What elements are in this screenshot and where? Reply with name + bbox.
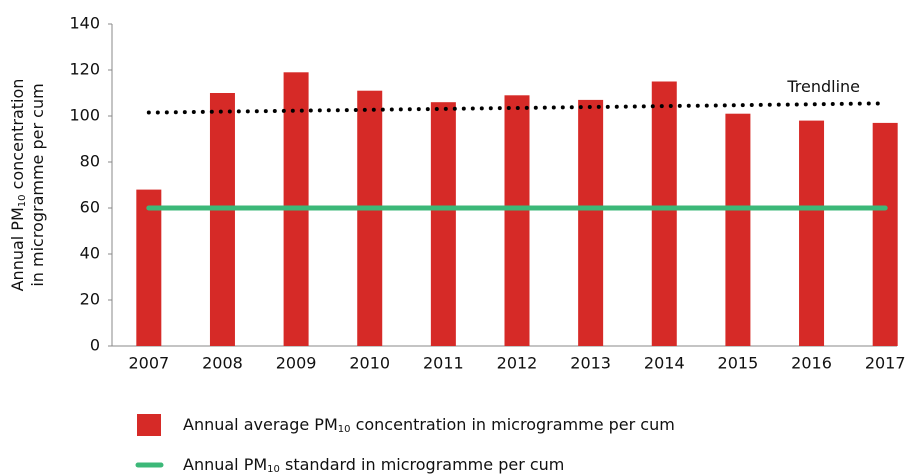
- x-tick-label: 2015: [718, 354, 759, 373]
- legend-swatch: [137, 414, 161, 436]
- bar: [872, 122, 898, 347]
- bar: [651, 81, 677, 346]
- bar: [209, 93, 235, 346]
- trendline-label: Trendline: [786, 77, 860, 96]
- y-tick-label: 60: [80, 198, 100, 217]
- subscript: 10: [338, 424, 351, 435]
- y-tick-label: 140: [69, 14, 100, 33]
- text-part: standard in microgramme per cum: [280, 455, 564, 474]
- y-axis-label: Annual PM10 concentration: [8, 79, 29, 292]
- x-tick-label: 2010: [349, 354, 390, 373]
- legend-label: Annual average PM10 concentration in mic…: [183, 415, 675, 436]
- bar: [578, 99, 604, 347]
- x-tick-label: 2014: [644, 354, 685, 373]
- text-part: Annual PM: [183, 455, 267, 474]
- x-tick-label: 2012: [497, 354, 538, 373]
- bar: [136, 189, 162, 346]
- x-tick-label: 2007: [128, 354, 169, 373]
- text-part: concentration: [8, 79, 27, 195]
- text-part: in microgramme per cum: [28, 83, 47, 286]
- bar: [357, 90, 383, 346]
- bar: [430, 102, 456, 346]
- x-tick-label: 2008: [202, 354, 243, 373]
- y-tick-label: 120: [69, 60, 100, 79]
- bar: [725, 113, 751, 346]
- text-part: concentration in microgramme per cum: [350, 415, 674, 434]
- y-tick-label: 100: [69, 106, 100, 125]
- subscript: 10: [267, 464, 280, 475]
- x-tick-label: 2009: [276, 354, 317, 373]
- y-tick-label: 20: [80, 290, 100, 309]
- x-tick-label: 2013: [570, 354, 611, 373]
- x-tick-label: 2017: [865, 354, 906, 373]
- bar: [799, 120, 825, 346]
- y-tick-label: 80: [80, 152, 100, 171]
- x-tick-label: 2011: [423, 354, 464, 373]
- x-tick-label: 2016: [791, 354, 832, 373]
- trendline: [146, 101, 888, 115]
- subscript: 10: [17, 195, 28, 208]
- y-tick-label: 0: [90, 336, 100, 355]
- text-part: Annual average PM: [183, 415, 338, 434]
- text-part: Annual PM: [8, 207, 27, 291]
- bar: [504, 95, 530, 346]
- y-tick-label: 40: [80, 244, 100, 263]
- y-axis-label: in microgramme per cum: [28, 83, 47, 286]
- legend-label: Annual PM10 standard in microgramme per …: [183, 455, 564, 476]
